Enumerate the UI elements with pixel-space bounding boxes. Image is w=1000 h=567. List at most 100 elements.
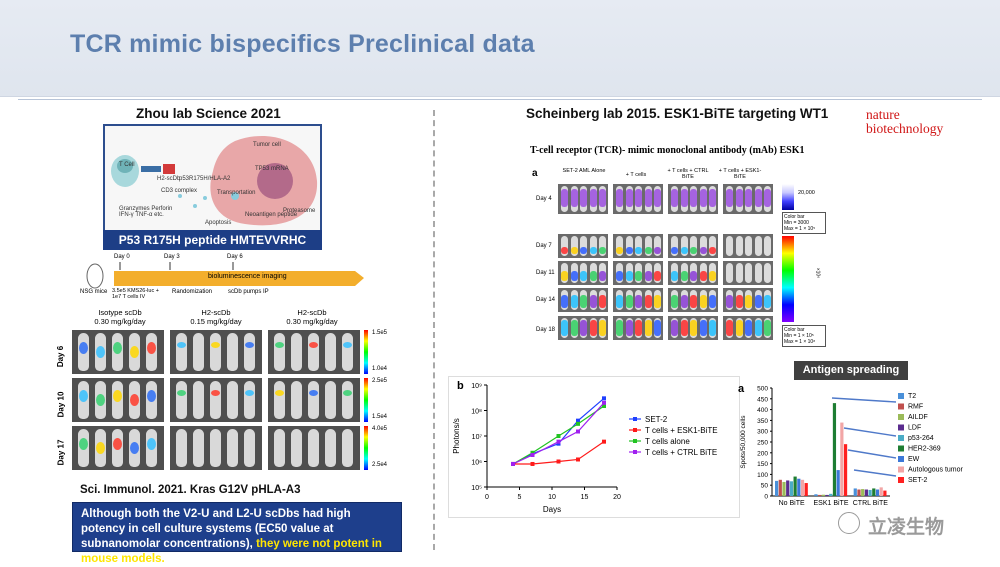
dot-3 xyxy=(178,194,182,198)
mouse-silhouette xyxy=(745,236,752,256)
bli-panel xyxy=(668,288,718,312)
chart-b-x-tick-label: 0 xyxy=(485,494,489,501)
bli-panel xyxy=(558,316,608,340)
chart-b-point xyxy=(576,457,580,462)
chart-c-bar xyxy=(861,489,865,496)
signal-blob xyxy=(599,295,606,308)
signal-blob xyxy=(699,320,707,336)
mouse-silhouette xyxy=(726,236,733,256)
signal-blob xyxy=(211,390,220,396)
chart-c-legend-label: T2 xyxy=(908,393,916,400)
chart-c-bar xyxy=(875,489,880,496)
colorbar1-box: Color bar Min = 3000 Max = 1 × 10⁵ xyxy=(782,212,826,234)
timeline-pumps: scDb pumps IP xyxy=(228,289,269,295)
signal-blob xyxy=(570,189,578,207)
mouse-silhouette xyxy=(325,333,336,371)
mouse-silhouette xyxy=(291,429,302,467)
mouse-silhouette xyxy=(244,429,255,467)
chart-b-point xyxy=(576,418,580,423)
chart-c-bar xyxy=(804,483,808,496)
signal-blob xyxy=(699,295,707,308)
signal-blob xyxy=(625,295,633,308)
group-label-3: H2-scDb 0.30 mg/kg/day xyxy=(272,308,352,326)
col-label-4: + T cells + ESK1-BiTE xyxy=(718,168,762,180)
chart-c-legend-label: AILDF xyxy=(908,414,928,421)
timeline-mice: NSG mice xyxy=(80,289,108,295)
signal-blob xyxy=(96,394,105,406)
chart-c-y-tick-label: 0 xyxy=(764,494,768,501)
bli-panel xyxy=(613,316,663,340)
imaging-panel xyxy=(72,378,164,422)
signal-blob xyxy=(113,390,122,402)
signal-blob xyxy=(635,320,642,336)
chart-b-svg: b 0 5 10 15 20 10⁵ 10⁶ 10⁷ 10⁸ 10⁹ Days Photons/s SET… xyxy=(452,380,718,514)
chart-b-frame: b 0 5 10 15 20 10⁵ 10⁶ 10⁷ 10⁸ 10⁹ Days Photons/s SET… xyxy=(448,376,740,518)
signal-blob xyxy=(625,189,633,207)
bli-panel xyxy=(668,316,718,340)
signal-blob xyxy=(79,342,88,354)
mouse-silhouette xyxy=(176,333,187,371)
chart-c-bar xyxy=(818,494,822,496)
chart-c-bar xyxy=(786,480,790,496)
signal-blob xyxy=(680,271,688,281)
mouse-silhouette xyxy=(342,381,353,419)
scdb-shape xyxy=(163,164,175,174)
chart-c-bar xyxy=(843,444,848,496)
bli-grid xyxy=(558,184,778,344)
day-label-17: Day 17 xyxy=(56,439,66,466)
left-caption: Sci. Immunol. 2021. Kras G12V pHLA-A3 xyxy=(80,484,301,496)
label-scdb: H2-scDb xyxy=(157,176,181,182)
timeline: Day 0 Day 3 Day 6 bioluminescence imagin… xyxy=(80,254,380,302)
signal-blob xyxy=(726,189,733,207)
journal-logo: nature biotechnology xyxy=(866,108,943,136)
chart-c-bar xyxy=(778,479,782,496)
signal-blob xyxy=(680,247,688,254)
cd3-bar xyxy=(141,166,161,172)
label-proteasome: Proteasome xyxy=(283,208,316,214)
chart-b-x-tick-label: 10 xyxy=(548,494,556,501)
signal-blob xyxy=(654,189,661,207)
chart-c-legend-label: LDF xyxy=(908,425,921,432)
chart-c-y-tick-label: 100 xyxy=(757,472,768,479)
timeline-day3: Day 3 xyxy=(164,254,180,260)
bli-panel xyxy=(613,261,663,285)
timeline-injection: 3.5e5 KMS26-luc + 1e7 T cells IV xyxy=(112,288,159,300)
signal-blob xyxy=(680,320,688,336)
signal-blob xyxy=(644,295,652,308)
chart-c-y-tick-label: 50 xyxy=(761,483,769,490)
signal-blob xyxy=(589,320,597,336)
signal-blob xyxy=(561,320,568,336)
column-divider xyxy=(433,110,435,550)
chart-c-frame: a 0 50 100 150 200 250 300 350 400 450 500 Spots/50,… xyxy=(736,380,990,510)
label-neo: Neoantigen peptide xyxy=(245,212,298,218)
row-label-day11: Day 11 xyxy=(536,270,555,276)
label-tp53: TP53 mRNA xyxy=(255,166,289,172)
label-cd3: CD3 complex xyxy=(161,188,198,194)
signal-blob xyxy=(211,342,220,348)
chart-c-bar xyxy=(782,481,786,496)
scale-bar xyxy=(364,378,368,422)
signal-blob xyxy=(635,271,642,281)
mouse-silhouette xyxy=(754,236,762,256)
row-label-day7: Day 7 xyxy=(536,243,552,249)
mouse-silhouette xyxy=(193,429,204,467)
peptide-banner: P53 R175H peptide HMTEVVRHC xyxy=(103,230,322,250)
signal-blob xyxy=(147,390,156,402)
chart-c-ylabel: Spots/50,000 cells xyxy=(740,415,747,469)
chart-c-category-label: CTRL BiTE xyxy=(853,500,888,507)
signal-blob xyxy=(764,295,771,308)
mouse-silhouette xyxy=(635,236,642,256)
day-label-6: Day 6 xyxy=(56,345,66,368)
mouse-silhouette xyxy=(342,333,353,371)
signal-blob xyxy=(589,295,597,308)
chart-b-x-tick-label: 20 xyxy=(613,494,621,501)
imaging-panel xyxy=(170,426,262,470)
mouse-silhouette xyxy=(699,236,707,256)
signal-blob xyxy=(561,295,568,308)
bli-panel xyxy=(558,288,608,312)
mouse-silhouette xyxy=(726,263,733,283)
bli-panel xyxy=(723,261,773,285)
chart-b-point xyxy=(511,461,515,466)
chart-b-point xyxy=(530,452,535,457)
chart-b-series-line xyxy=(512,402,605,465)
